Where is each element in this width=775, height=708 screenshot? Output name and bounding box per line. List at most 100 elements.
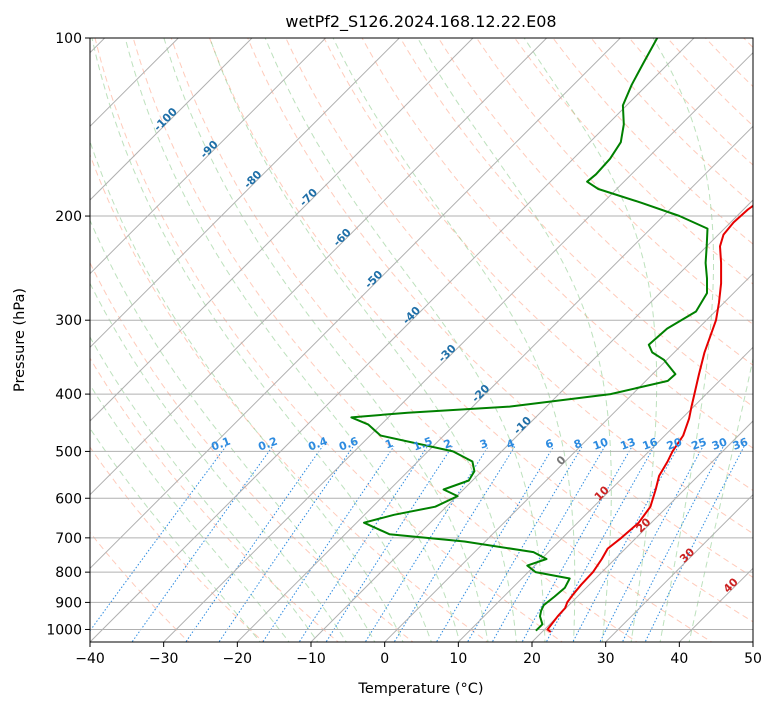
mixing-ratio-line [491, 445, 606, 642]
mixing-ratio-label: 1.5 [412, 435, 435, 454]
x-tick-label: 20 [523, 651, 541, 667]
dry-adiabat-line [90, 261, 414, 642]
axis-ticks: −40 −30 −20 −10 0 10 20 30 40 50 1000 900 800 700 600 5… [46, 31, 762, 667]
isotherm-line [310, 199, 753, 642]
dry-adiabat-line [247, 38, 753, 578]
isotherm-line [162, 51, 753, 642]
moist-adiabat-line [90, 427, 261, 642]
isotherm-line [90, 38, 474, 422]
mixing-ratio-line [298, 445, 429, 642]
dry-adiabat-line [476, 38, 753, 326]
mixing-ratio-line [599, 445, 704, 642]
dewpoint-line [350, 38, 709, 632]
mixing-ratio-label: 8 [572, 437, 584, 452]
dry-adiabat-line [90, 446, 265, 642]
isotherm-line [90, 38, 548, 496]
moist-adiabat-line [688, 356, 753, 642]
dry-adiabat-line [90, 153, 489, 642]
mixing-ratio-line [131, 445, 274, 642]
mixing-ratio-line [364, 445, 489, 642]
isotherm-label: -20 [469, 382, 492, 405]
y-tick-label: 800 [55, 565, 82, 581]
y-tick-label: 100 [55, 31, 82, 47]
y-tick-label: 400 [55, 387, 82, 403]
temperature-line [546, 204, 753, 633]
x-tick-label: 10 [449, 651, 467, 667]
moist-adiabat-line [90, 336, 319, 642]
y-tick-label: 700 [55, 531, 82, 547]
mixing-ratio-line [325, 445, 453, 642]
x-tick-label: −20 [223, 651, 253, 667]
mixing-ratio-label: 30 [710, 435, 729, 453]
isotherm-line [90, 38, 695, 642]
chart-title: wetPf2_S126.2024.168.12.22.E08 [285, 12, 556, 32]
background-lines [90, 25, 775, 645]
isotherm-label: 20 [634, 515, 654, 535]
mixing-ratio-line [90, 445, 227, 632]
x-tick-label: 50 [744, 651, 762, 667]
dry-adiabat-line [666, 38, 753, 127]
x-tick-label: 30 [597, 651, 615, 667]
moist-adiabat-line [209, 38, 518, 642]
mixing-ratio-label: 4 [505, 437, 517, 452]
isotherm-line [752, 641, 753, 642]
mixing-ratio-label: 1 [383, 437, 395, 452]
y-axis-label: Pressure (hPa) [12, 288, 28, 392]
y-tick-label: 600 [55, 491, 82, 507]
isotherm-label: -70 [297, 186, 320, 209]
isotherm-label: -60 [331, 226, 354, 249]
moist-adiabat-line [417, 38, 612, 642]
dry-adiabat-line [399, 38, 753, 408]
moist-adiabat-line [91, 38, 432, 642]
moist-adiabat-line [652, 38, 714, 642]
isotherm-label: 40 [721, 575, 741, 595]
mixing-ratio-label: 3 [478, 437, 490, 452]
mixing-ratio-label: 0.2 [256, 435, 279, 454]
mixing-ratio-label: 25 [690, 435, 709, 452]
isotherm-label: -40 [400, 304, 423, 327]
mixing-ratio-line [521, 445, 633, 642]
mixing-ratio-label: 36 [731, 435, 750, 453]
mixing-ratio-line [393, 445, 516, 642]
y-tick-label: 500 [55, 444, 82, 460]
moist-adiabat-line [332, 38, 576, 642]
isotherm-line [90, 38, 401, 349]
mixing-ratio-label: 20 [665, 435, 684, 453]
mixing-ratio-line [262, 445, 395, 642]
mixing-ratio-line [545, 445, 655, 642]
x-tick-label: −40 [75, 651, 105, 667]
mixing-ratio-label: 2 [442, 437, 454, 452]
moist-adiabat-line [124, 38, 461, 642]
line-labels: -100-90-80-70-60-50-40-30-20-10010203040… [151, 105, 750, 596]
isotherm-line [236, 125, 753, 642]
y-tick-label: 1000 [46, 622, 82, 638]
dry-adiabat-line [132, 38, 638, 642]
dry-adiabat-line [514, 38, 753, 285]
mixing-ratio-label: 16 [641, 435, 660, 453]
mixing-ratio-label: 6 [544, 437, 556, 452]
y-tick-label: 900 [55, 595, 82, 611]
mixing-ratio-label: 13 [619, 435, 638, 452]
x-tick-label: 40 [670, 651, 688, 667]
dry-adiabat-line [769, 25, 775, 645]
isotherm-line [383, 272, 753, 642]
isotherm-line [604, 493, 753, 642]
isotherm-label: -30 [436, 342, 459, 365]
mixing-ratio-line [218, 445, 354, 642]
y-tick-label: 300 [55, 313, 82, 329]
isotherm-line [531, 420, 753, 642]
moist-adiabat-line [163, 38, 489, 642]
mixing-ratio-label: 10 [591, 435, 610, 453]
x-tick-label: −10 [296, 651, 326, 667]
dry-adiabat-line [323, 38, 753, 492]
isotherm-line [90, 38, 327, 275]
dry-adiabat-line [361, 38, 753, 449]
isotherm-line [457, 346, 753, 642]
moist-adiabat-line [90, 218, 376, 642]
mixing-ratio-label: 0.1 [210, 435, 233, 454]
moist-adiabat-line [90, 282, 347, 642]
x-tick-label: 0 [380, 651, 389, 667]
mixing-ratio-line [185, 445, 324, 642]
isotherm-label: -50 [362, 268, 385, 291]
